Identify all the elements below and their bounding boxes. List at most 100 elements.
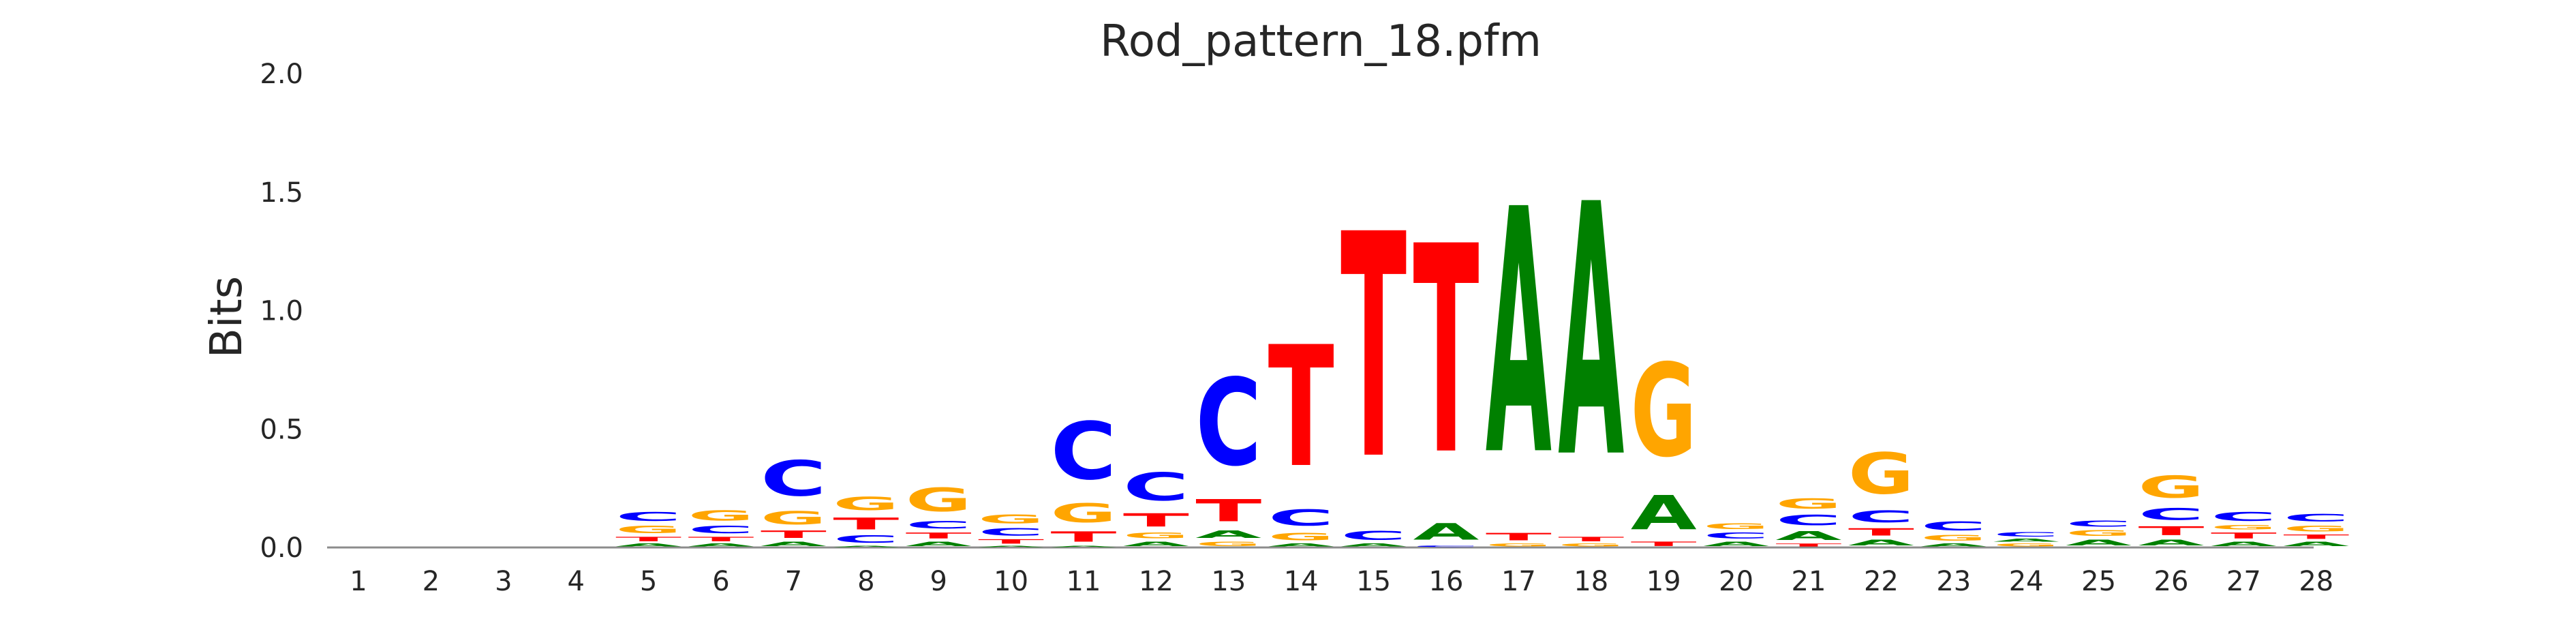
logo-glyph-a: A <box>978 545 1045 547</box>
logo-glyph-c: C <box>2066 519 2132 528</box>
logo-glyph-c: C <box>1413 545 1479 547</box>
logo-glyph-g: G <box>1848 441 1914 507</box>
x-tick-label: 14 <box>1284 566 1319 597</box>
x-tick-label: 8 <box>857 566 874 597</box>
logo-glyph-g: G <box>2138 470 2205 505</box>
logo-glyph-t: T <box>1776 543 1842 547</box>
logo-glyph-t: T <box>1123 510 1189 531</box>
x-tick-label: 18 <box>1574 566 1608 597</box>
y-axis-label: Bits <box>202 276 252 358</box>
logo-glyph-t: T <box>1848 526 1914 538</box>
logo-glyph-g: G <box>1920 533 1987 543</box>
logo-glyph-c: C <box>761 451 827 507</box>
logo-glyph-g: G <box>1123 531 1189 541</box>
x-tick-label: 1 <box>350 566 367 597</box>
logo-glyph-a: A <box>1268 543 1334 547</box>
logo-glyph-t: T <box>906 531 972 541</box>
logo-glyph-a: A <box>2138 538 2205 547</box>
x-tick-label: 28 <box>2299 566 2333 597</box>
x-tick-label: 21 <box>1792 566 1826 597</box>
logo-glyph-a: A <box>1340 543 1407 547</box>
logo-glyph-c: C <box>1703 531 1769 541</box>
logo-glyph-a: A <box>1051 545 1118 547</box>
x-tick-label: 10 <box>994 566 1028 597</box>
x-tick-label: 2 <box>423 566 440 597</box>
logo-glyph-t: T <box>688 536 754 543</box>
logo-glyph-a: A <box>1195 528 1261 540</box>
logo-glyph-a: A <box>1776 528 1842 543</box>
logo-glyph-c: C <box>1993 531 2059 538</box>
logo-glyph-t: T <box>1340 168 1407 527</box>
y-tick-label: 2.0 <box>260 59 303 90</box>
x-tick-label: 25 <box>2081 566 2116 597</box>
logo-glyph-a: A <box>1848 538 1914 547</box>
logo-glyph-a: A <box>2211 541 2277 547</box>
x-tick-label: 5 <box>640 566 657 597</box>
logo-glyph-t: T <box>1051 528 1117 545</box>
x-tick-label: 17 <box>1501 566 1536 597</box>
logo-glyph-c: C <box>1340 528 1407 543</box>
logo-glyph-a: A <box>761 541 827 547</box>
y-tick-label: 1.0 <box>260 296 303 327</box>
logo-glyph-a: A <box>1486 138 1552 530</box>
logo-glyph-a: A <box>688 543 754 547</box>
logo-glyph-g: G <box>1776 496 1842 512</box>
logo-glyph-a: A <box>2066 538 2132 547</box>
logo-glyph-g: G <box>615 524 681 535</box>
logo-glyph-g: G <box>1486 543 1552 547</box>
logo-glyph-c: C <box>1195 353 1261 492</box>
x-tick-label: 9 <box>930 566 947 597</box>
logo-glyph-g: G <box>833 493 899 514</box>
x-tick-label: 26 <box>2154 566 2189 597</box>
logo-glyph-t: T <box>833 515 899 534</box>
logo-glyph-t: T <box>1268 312 1334 505</box>
logo-glyph-t: T <box>1195 493 1261 528</box>
logo-glyph-t: T <box>761 528 827 540</box>
logo-glyph-a: A <box>615 543 681 547</box>
logo-glyph-c: C <box>978 526 1044 538</box>
logo-glyph-g: G <box>688 507 754 524</box>
x-tick-label: 15 <box>1356 566 1391 597</box>
logo-glyph-g: G <box>1195 541 1261 547</box>
logo-glyph-c: C <box>1051 406 1117 498</box>
logo-glyph-t: T <box>1486 531 1552 543</box>
x-tick-label: 22 <box>1864 566 1899 597</box>
logo-glyph-a: A <box>1631 486 1697 541</box>
x-tick-label: 16 <box>1429 566 1464 597</box>
plot-area: 0.00.51.01.52.01 2 3 4 5 6 7 8 9 10 11 12 13 14 15 16 17… <box>260 59 2349 597</box>
x-tick-label: 24 <box>2009 566 2044 597</box>
logo-glyph-g: G <box>1703 522 1769 531</box>
logo-glyph-g: G <box>978 512 1044 526</box>
logo-glyph-t: T <box>1631 541 1697 547</box>
logo-glyph-g: G <box>1631 337 1697 485</box>
logo-glyph-t: T <box>978 538 1044 545</box>
logo-glyph-c: C <box>906 520 972 531</box>
x-tick-label: 4 <box>567 566 584 597</box>
chart-title: Rod_pattern_18.pfm <box>1100 16 1542 67</box>
x-tick-label: 3 <box>495 566 512 597</box>
logo-glyph-c: C <box>2283 512 2349 524</box>
logo-glyph-g: G <box>906 481 972 519</box>
logo-glyph-a: A <box>1123 541 1189 547</box>
logo-glyph-c: C <box>1123 465 1189 510</box>
logo-glyph-g: G <box>761 507 827 528</box>
logo-glyph-g: G <box>1268 531 1334 543</box>
x-tick-label: 11 <box>1067 566 1101 597</box>
logo-glyph-c: C <box>688 524 754 535</box>
logo-glyph-g: G <box>1051 498 1117 528</box>
y-tick-label: 0.0 <box>260 532 303 564</box>
y-tick-label: 0.5 <box>260 414 303 445</box>
logo-glyph-t: T <box>2283 533 2349 540</box>
logo-glyph-a: A <box>1993 538 2059 543</box>
logo-glyph-c: C <box>1776 512 1842 528</box>
logo-glyph-c: C <box>833 533 899 545</box>
y-tick-label: 1.5 <box>260 177 303 209</box>
logo-glyph-t: T <box>2138 524 2205 538</box>
logo-glyph-g: G <box>2283 524 2349 533</box>
logo-glyph-g: G <box>1993 543 2059 547</box>
logo-glyph-a: A <box>1703 541 1769 547</box>
logo-glyph-c: C <box>1920 519 1987 533</box>
logo-glyph-c: C <box>1848 507 1914 526</box>
